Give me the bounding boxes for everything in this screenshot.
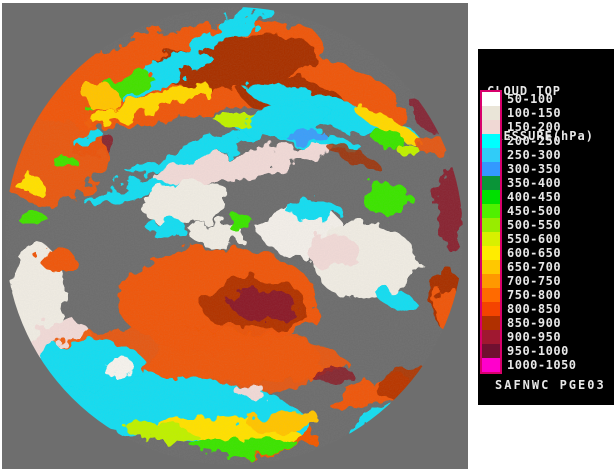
product-id-label: SAFNWC PGE03 <box>495 378 606 392</box>
legend-band-label: 350-400 <box>507 176 562 190</box>
legend-swatch <box>482 92 500 106</box>
legend-title: CLOUD TOP PRESSURE(hPa) <box>487 54 594 174</box>
legend-title-line2: PRESSURE(hPa) <box>487 129 594 143</box>
legend-swatch <box>482 358 500 372</box>
legend-swatch <box>482 176 500 190</box>
legend-band-label: 700-750 <box>507 274 562 288</box>
legend-panel: CLOUD TOP PRESSURE(hPa) 50-100 100-150 150… <box>478 49 614 405</box>
legend-band-label: 500-550 <box>507 218 562 232</box>
satellite-image-frame <box>2 3 468 469</box>
legend-band-label: 650-700 <box>507 260 562 274</box>
legend-labels: 50-100 100-150 150-200 200-250 250-300 300-35… <box>507 92 577 372</box>
cloud-field <box>5 7 463 465</box>
legend-colorbar <box>480 90 502 374</box>
legend-swatch <box>482 302 500 316</box>
legend-swatch <box>482 204 500 218</box>
legend-swatch <box>482 274 500 288</box>
legend-swatch <box>482 190 500 204</box>
legend-swatch <box>482 162 500 176</box>
legend-swatch <box>482 288 500 302</box>
legend-band-label: 50-100 <box>507 92 554 106</box>
legend-band-label: 100-150 <box>507 106 562 120</box>
legend-swatch <box>482 246 500 260</box>
legend-band-label: 400-450 <box>507 190 562 204</box>
legend-band-label: 250-300 <box>507 148 562 162</box>
legend-swatch <box>482 134 500 148</box>
earth-disk-image <box>2 3 468 469</box>
legend-swatch <box>482 344 500 358</box>
legend-band-label: 200-250 <box>507 134 562 148</box>
legend-band-label: 950-1000 <box>507 344 569 358</box>
legend-swatch <box>482 316 500 330</box>
legend-band-label: 800-850 <box>507 302 562 316</box>
legend-swatch <box>482 260 500 274</box>
legend-swatch <box>482 218 500 232</box>
legend-band-label: 900-950 <box>507 330 562 344</box>
speckle-texture <box>5 7 463 465</box>
legend-band-label: 850-900 <box>507 316 562 330</box>
legend-band-label: 550-600 <box>507 232 562 246</box>
legend-band-label: 300-350 <box>507 162 562 176</box>
legend-swatch <box>482 106 500 120</box>
legend-swatch <box>482 232 500 246</box>
legend-band-label: 600-650 <box>507 246 562 260</box>
legend-band-label: 1000-1050 <box>507 358 577 372</box>
legend-band-label: 450-500 <box>507 204 562 218</box>
legend-swatch <box>482 330 500 344</box>
legend-swatch <box>482 148 500 162</box>
legend-band-label: 150-200 <box>507 120 562 134</box>
legend-band-label: 750-800 <box>507 288 562 302</box>
legend-swatch <box>482 120 500 134</box>
